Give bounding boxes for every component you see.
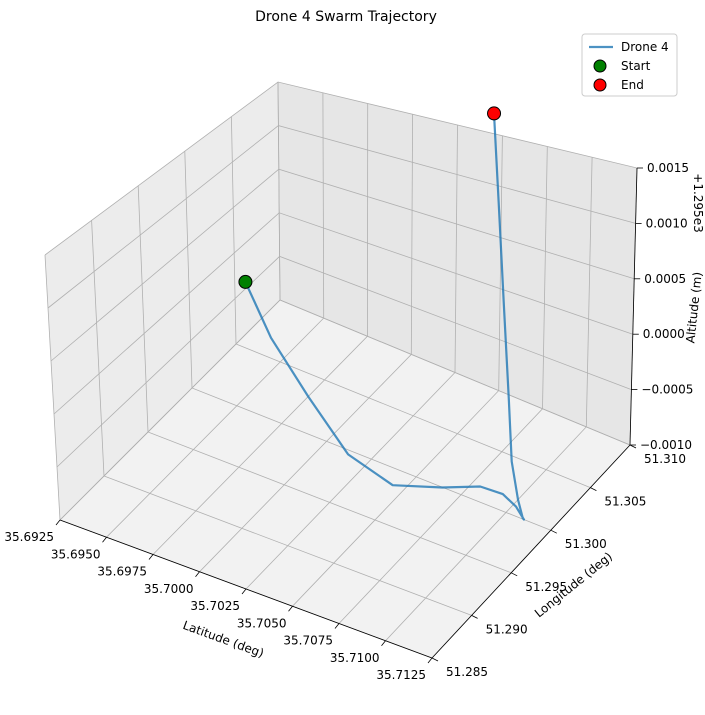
z-tick-label: 0.0010 [646, 216, 688, 230]
chart-title: Drone 4 Swarm Trajectory [255, 9, 437, 25]
z-tick-label: 0.0000 [643, 327, 685, 341]
x-tick-mark [381, 640, 386, 646]
x-tick-label: 35.7100 [330, 651, 380, 665]
z-tick-label: 0.0005 [644, 272, 686, 286]
x-tick-label: 35.7075 [283, 634, 333, 648]
left-pane [45, 82, 280, 520]
z-gridline [47, 125, 636, 309]
series-layer [238, 106, 526, 521]
y-tick-mark [431, 657, 439, 662]
z-tick-label: −0.0005 [641, 383, 693, 397]
y-tick-label: 51.290 [486, 622, 528, 636]
z-tick-label: −0.0010 [640, 438, 692, 452]
x-tick-label: 35.6975 [97, 565, 147, 579]
y-tick-label: 51.305 [604, 495, 646, 509]
z-axis-line [629, 167, 638, 446]
legend-box [581, 33, 678, 97]
start-marker [238, 274, 253, 289]
x-tick-mark [195, 571, 200, 577]
y-tick-mark [471, 615, 478, 619]
x-tick-mark [427, 657, 433, 664]
y-tick-label: 51.300 [565, 537, 607, 551]
legend-label: End [621, 78, 644, 92]
x-tick-mark [241, 588, 247, 595]
z-gridline [44, 81, 638, 256]
z-offset-label: +1.295e3 [691, 173, 705, 232]
end-marker [487, 106, 502, 121]
legend-end-swatch [593, 78, 607, 92]
x-tick-mark [288, 606, 293, 612]
x-tick-mark [148, 554, 154, 560]
x-tick-mark [334, 623, 340, 629]
y-tick-label: 51.285 [446, 665, 488, 679]
x-tick-label: 35.7125 [376, 668, 426, 682]
z-axis-label: Altitude (m) [683, 271, 704, 344]
y-axis-line [431, 444, 631, 659]
y-tick-mark [629, 444, 637, 449]
z-gridline [50, 168, 635, 362]
x-tick-mark [55, 519, 61, 526]
legend-start-swatch [593, 59, 607, 73]
x-tick-mark [102, 537, 107, 543]
x-tick-label: 35.6950 [51, 547, 101, 561]
z-tick-label: 0.0015 [647, 161, 689, 175]
y-tick-mark [590, 487, 597, 491]
legend: Drone 4 Start End [581, 33, 678, 97]
x-tick-label: 35.7025 [190, 599, 240, 613]
x-tick-label: 35.7000 [144, 582, 194, 596]
x-tick-label: 35.7050 [237, 616, 287, 630]
y-tick-mark [511, 572, 518, 577]
series-line-drone-0 [244, 113, 526, 521]
legend-label: Start [621, 59, 651, 73]
z-gridline [56, 255, 632, 468]
y-tick-label: 51.310 [644, 452, 686, 466]
legend-label: Drone 4 [621, 40, 669, 54]
tick-labels: 35.6925 35.6950 35.6975 35.7000 35.7025 35.70… [4, 161, 693, 682]
z-gridline [53, 212, 633, 415]
x-tick-label: 35.6925 [4, 530, 54, 544]
y-tick-label: 51.295 [525, 580, 567, 594]
y-tick-mark [550, 529, 557, 534]
z-gridline [59, 299, 631, 521]
